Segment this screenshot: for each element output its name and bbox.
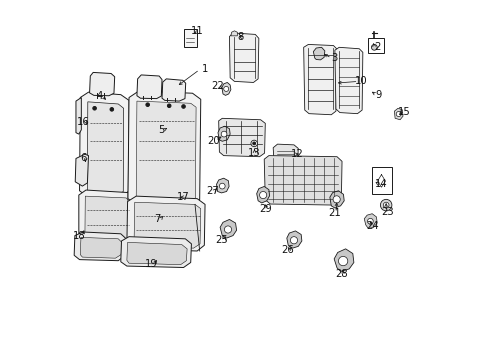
Text: 14: 14 bbox=[374, 179, 387, 189]
Text: 8: 8 bbox=[237, 32, 244, 42]
Text: 19: 19 bbox=[144, 259, 157, 269]
Text: 24: 24 bbox=[366, 221, 378, 231]
Polygon shape bbox=[128, 91, 201, 205]
Text: 23: 23 bbox=[381, 207, 393, 217]
Text: 25: 25 bbox=[215, 235, 228, 245]
Polygon shape bbox=[183, 30, 197, 46]
Circle shape bbox=[383, 202, 388, 208]
Circle shape bbox=[167, 104, 171, 108]
Polygon shape bbox=[394, 108, 402, 120]
Polygon shape bbox=[162, 79, 185, 101]
Circle shape bbox=[93, 107, 96, 110]
Circle shape bbox=[380, 199, 391, 211]
Circle shape bbox=[110, 108, 113, 111]
Circle shape bbox=[219, 183, 224, 189]
Text: 7: 7 bbox=[154, 215, 161, 224]
Polygon shape bbox=[80, 237, 122, 258]
Polygon shape bbox=[303, 44, 336, 115]
Polygon shape bbox=[121, 237, 191, 267]
Text: 16: 16 bbox=[77, 117, 89, 127]
Text: 28: 28 bbox=[334, 269, 347, 279]
Polygon shape bbox=[222, 82, 230, 95]
Polygon shape bbox=[364, 214, 376, 228]
Polygon shape bbox=[216, 178, 228, 193]
Polygon shape bbox=[75, 154, 88, 186]
Polygon shape bbox=[218, 126, 230, 141]
Polygon shape bbox=[256, 186, 269, 203]
Polygon shape bbox=[137, 75, 162, 99]
Circle shape bbox=[145, 103, 149, 107]
Polygon shape bbox=[313, 47, 324, 60]
Polygon shape bbox=[76, 98, 81, 134]
Polygon shape bbox=[74, 232, 125, 261]
Circle shape bbox=[395, 112, 400, 117]
Text: 26: 26 bbox=[281, 245, 293, 255]
Polygon shape bbox=[89, 72, 115, 96]
Circle shape bbox=[250, 140, 257, 147]
Circle shape bbox=[221, 131, 226, 137]
Polygon shape bbox=[230, 31, 237, 36]
Circle shape bbox=[332, 196, 340, 203]
Circle shape bbox=[252, 142, 255, 145]
Text: 13: 13 bbox=[248, 148, 260, 158]
Polygon shape bbox=[126, 242, 187, 265]
Polygon shape bbox=[87, 102, 123, 195]
Polygon shape bbox=[79, 190, 133, 243]
Polygon shape bbox=[136, 101, 196, 202]
Polygon shape bbox=[218, 118, 265, 157]
Polygon shape bbox=[80, 92, 129, 197]
Polygon shape bbox=[128, 192, 132, 202]
Polygon shape bbox=[333, 249, 353, 271]
Circle shape bbox=[182, 105, 185, 108]
Text: 21: 21 bbox=[328, 208, 341, 218]
Circle shape bbox=[371, 44, 376, 50]
Text: 1: 1 bbox=[202, 64, 208, 74]
Polygon shape bbox=[286, 231, 301, 248]
Text: 18: 18 bbox=[73, 231, 86, 241]
Text: 27: 27 bbox=[205, 186, 218, 196]
Circle shape bbox=[223, 86, 228, 91]
Text: 2: 2 bbox=[373, 42, 380, 52]
Circle shape bbox=[290, 237, 297, 244]
Polygon shape bbox=[367, 39, 384, 53]
Polygon shape bbox=[329, 191, 344, 208]
Text: 5: 5 bbox=[158, 125, 164, 135]
Text: 17: 17 bbox=[177, 192, 189, 202]
Polygon shape bbox=[273, 144, 298, 165]
Text: 3: 3 bbox=[330, 53, 337, 63]
Circle shape bbox=[224, 226, 231, 233]
Circle shape bbox=[338, 256, 347, 266]
Polygon shape bbox=[371, 167, 391, 194]
Text: 20: 20 bbox=[206, 136, 219, 145]
Text: 29: 29 bbox=[258, 204, 271, 214]
Text: 10: 10 bbox=[354, 76, 366, 86]
Polygon shape bbox=[220, 220, 236, 238]
Polygon shape bbox=[126, 196, 204, 251]
Polygon shape bbox=[229, 33, 258, 82]
Polygon shape bbox=[264, 156, 341, 205]
Text: 11: 11 bbox=[190, 26, 203, 36]
Text: 12: 12 bbox=[290, 149, 304, 159]
Circle shape bbox=[259, 192, 266, 199]
Polygon shape bbox=[134, 202, 201, 248]
Polygon shape bbox=[85, 196, 130, 241]
Text: 6: 6 bbox=[80, 153, 86, 163]
Text: 15: 15 bbox=[397, 107, 410, 117]
Polygon shape bbox=[334, 47, 362, 114]
Text: 9: 9 bbox=[375, 90, 382, 100]
Circle shape bbox=[367, 219, 372, 224]
Text: 4: 4 bbox=[96, 91, 102, 101]
Text: 22: 22 bbox=[211, 81, 224, 91]
